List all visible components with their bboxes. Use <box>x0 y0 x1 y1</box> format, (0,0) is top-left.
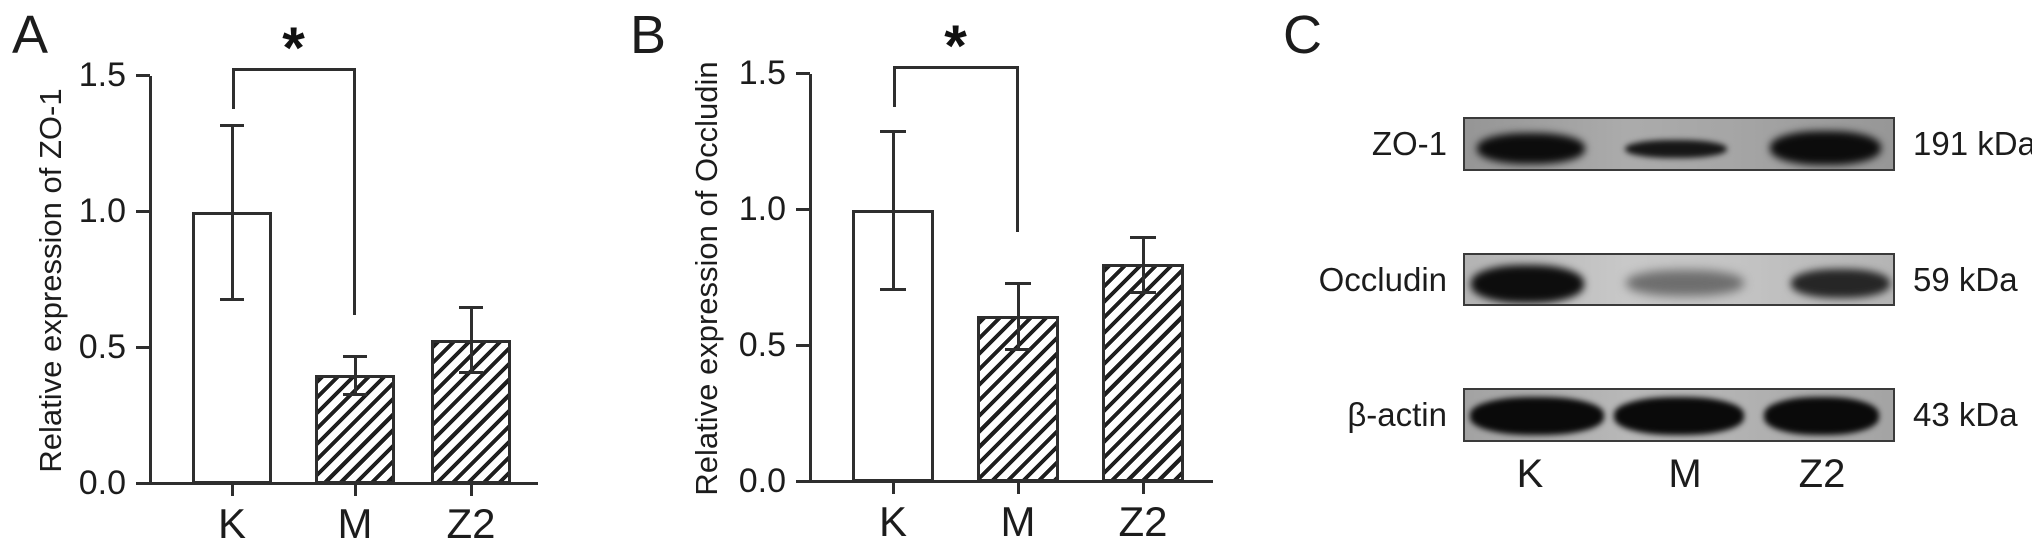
y-tick-label: 1.0 <box>78 192 126 230</box>
y-tick-mark <box>136 210 150 213</box>
x-tick-mark <box>354 485 357 496</box>
y-tick-label: 0.0 <box>738 462 786 500</box>
x-category-label: Z2 <box>1118 498 1168 539</box>
sig-bracket-left <box>893 65 896 107</box>
blot-lane-label: K <box>1516 452 1544 496</box>
bar-M <box>977 316 1059 482</box>
sig-bracket-right <box>1016 65 1019 232</box>
error-bar-line <box>1142 237 1145 292</box>
sig-asterisk: * <box>282 15 305 81</box>
error-bar-cap-top <box>1005 282 1031 286</box>
y-tick-mark <box>796 208 810 211</box>
error-bar-cap-top <box>220 123 244 127</box>
sig-bracket-right <box>353 67 356 316</box>
sig-bracket-top <box>893 65 1018 69</box>
blot-lane-label: M <box>1668 452 1702 496</box>
error-bar-cap-bottom <box>459 371 483 375</box>
y-tick-label: 1.0 <box>738 190 786 228</box>
x-category-label: M <box>337 500 373 539</box>
error-bar-cap-bottom <box>220 298 244 302</box>
blot-band-Z2 <box>1769 130 1881 166</box>
error-bar-line <box>470 307 473 373</box>
bar-Z2 <box>1102 264 1184 482</box>
y-tick-mark <box>136 74 150 77</box>
x-category-label: K <box>878 498 907 539</box>
y-tick-mark <box>796 344 810 347</box>
blot-band-M <box>1624 139 1727 159</box>
y-axis-line <box>809 74 812 482</box>
blot-lane-label: Z2 <box>1798 452 1846 496</box>
y-tick-mark <box>136 346 150 349</box>
blot-mw-label: 191 kDa <box>1913 125 2032 162</box>
x-tick-mark <box>892 483 895 494</box>
blot-band-K <box>1471 264 1585 303</box>
y-tick-mark <box>796 480 810 483</box>
blot-band-K <box>1477 133 1586 165</box>
error-bar-cap-bottom <box>1005 347 1031 351</box>
error-bar-cap-bottom <box>343 393 367 397</box>
sig-bracket-left <box>232 67 235 109</box>
y-tick-label: 0.5 <box>78 328 126 366</box>
y-tick-mark <box>136 482 150 485</box>
sig-bracket-top <box>232 67 355 71</box>
x-tick-mark <box>231 485 234 496</box>
panel-label-a: A <box>12 5 49 65</box>
error-bar-line <box>892 131 895 289</box>
error-bar-cap-top <box>343 355 367 359</box>
panel-label-b: B <box>630 5 667 65</box>
blot-band-Z2 <box>1791 268 1890 298</box>
y-tick-mark <box>796 72 810 75</box>
x-category-label: M <box>1000 498 1036 539</box>
blot-strip-Occludin <box>1463 253 1895 306</box>
x-category-label: Z2 <box>446 500 496 539</box>
blot-band-M <box>1626 269 1744 297</box>
y-tick-label: 0.5 <box>738 326 786 364</box>
error-bar-cap-top <box>880 130 906 134</box>
y-tick-label: 1.5 <box>78 56 126 94</box>
blot-band-M <box>1614 397 1745 435</box>
x-category-label: K <box>217 500 246 539</box>
blot-strip-ZO-1 <box>1463 117 1895 171</box>
x-tick-mark <box>1017 483 1020 494</box>
blot-band-K <box>1470 397 1605 435</box>
error-bar-cap-bottom <box>880 287 906 291</box>
panel-label-c: C <box>1283 5 1322 65</box>
y-tick-label: 0.0 <box>78 464 126 502</box>
x-tick-mark <box>470 485 473 496</box>
error-bar-cap-bottom <box>1130 290 1156 294</box>
blot-band-Z2 <box>1763 397 1879 435</box>
error-bar-line <box>1017 283 1020 349</box>
error-bar-line <box>231 124 234 300</box>
blot-mw-label: 43 kDa <box>1913 396 2018 433</box>
blot-protein-label: β-actin <box>1347 396 1447 433</box>
y-axis-line <box>149 76 152 484</box>
error-bar-cap-top <box>459 306 483 310</box>
y-tick-label: 1.5 <box>738 54 786 92</box>
blot-protein-label: Occludin <box>1318 260 1447 298</box>
blot-strip-β-actin <box>1463 388 1895 442</box>
blot-mw-label: 59 kDa <box>1913 260 2018 298</box>
blot-protein-label: ZO-1 <box>1371 125 1447 162</box>
error-bar-cap-top <box>1130 236 1156 240</box>
sig-asterisk: * <box>944 13 967 79</box>
x-tick-mark <box>1142 483 1145 494</box>
error-bar-line <box>354 356 357 395</box>
